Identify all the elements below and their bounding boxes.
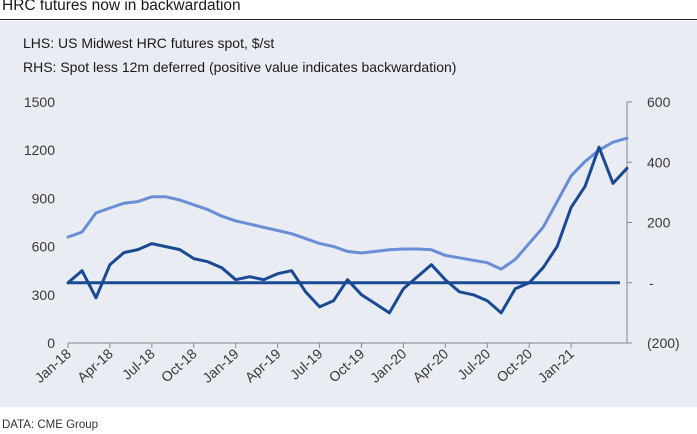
left-axis-tick-label: 600 [32, 239, 56, 255]
left-axis-tick-label: 1200 [24, 142, 55, 158]
left-axis-tick-label: 900 [32, 190, 56, 206]
series-line-spread [66, 145, 629, 315]
x-axis-tick-label: Apr-19 [242, 345, 284, 385]
x-axis-tick-label: Apr-18 [74, 345, 116, 385]
legend-lhs: LHS: US Midwest HRC futures spot, $/st [23, 35, 275, 51]
x-axis-tick-label: Oct-18 [158, 345, 200, 385]
x-axis-tick-label: Jan-20 [367, 345, 410, 386]
right-axis-tick-label: 200 [647, 215, 671, 231]
title-divider [0, 19, 697, 20]
x-axis-tick-label: Jul-18 [119, 345, 158, 383]
right-axis-tick-label: 400 [647, 154, 671, 170]
left-axis-tick-label: 300 [32, 287, 56, 303]
chart-title: HRC futures now in backwardation [2, 0, 241, 14]
x-axis-tick-label: Apr-20 [409, 345, 451, 385]
series-line-spot [66, 136, 629, 271]
right-axis-tick-label: (200) [647, 335, 680, 351]
x-axis-tick-label: Jul-20 [454, 345, 493, 383]
x-axis-tick-label: Jan-21 [535, 345, 578, 386]
left-axis-tick-label: 1500 [24, 94, 55, 110]
x-axis-tick-label: Jan-18 [31, 345, 74, 386]
legend-rhs: RHS: Spot less 12m deferred (positive va… [23, 59, 457, 75]
left-axis-tick-label: 0 [47, 335, 55, 351]
x-axis-tick-label: Jul-19 [287, 345, 326, 383]
source-note: DATA: CME Group [2, 419, 99, 431]
right-axis-tick-label: 600 [647, 94, 671, 110]
x-axis-tick-label: Oct-19 [326, 345, 368, 385]
x-axis-tick-label: Oct-20 [493, 345, 535, 385]
x-axis-tick-label: Jan-19 [199, 345, 242, 386]
right-axis-tick-label: - [649, 275, 654, 291]
